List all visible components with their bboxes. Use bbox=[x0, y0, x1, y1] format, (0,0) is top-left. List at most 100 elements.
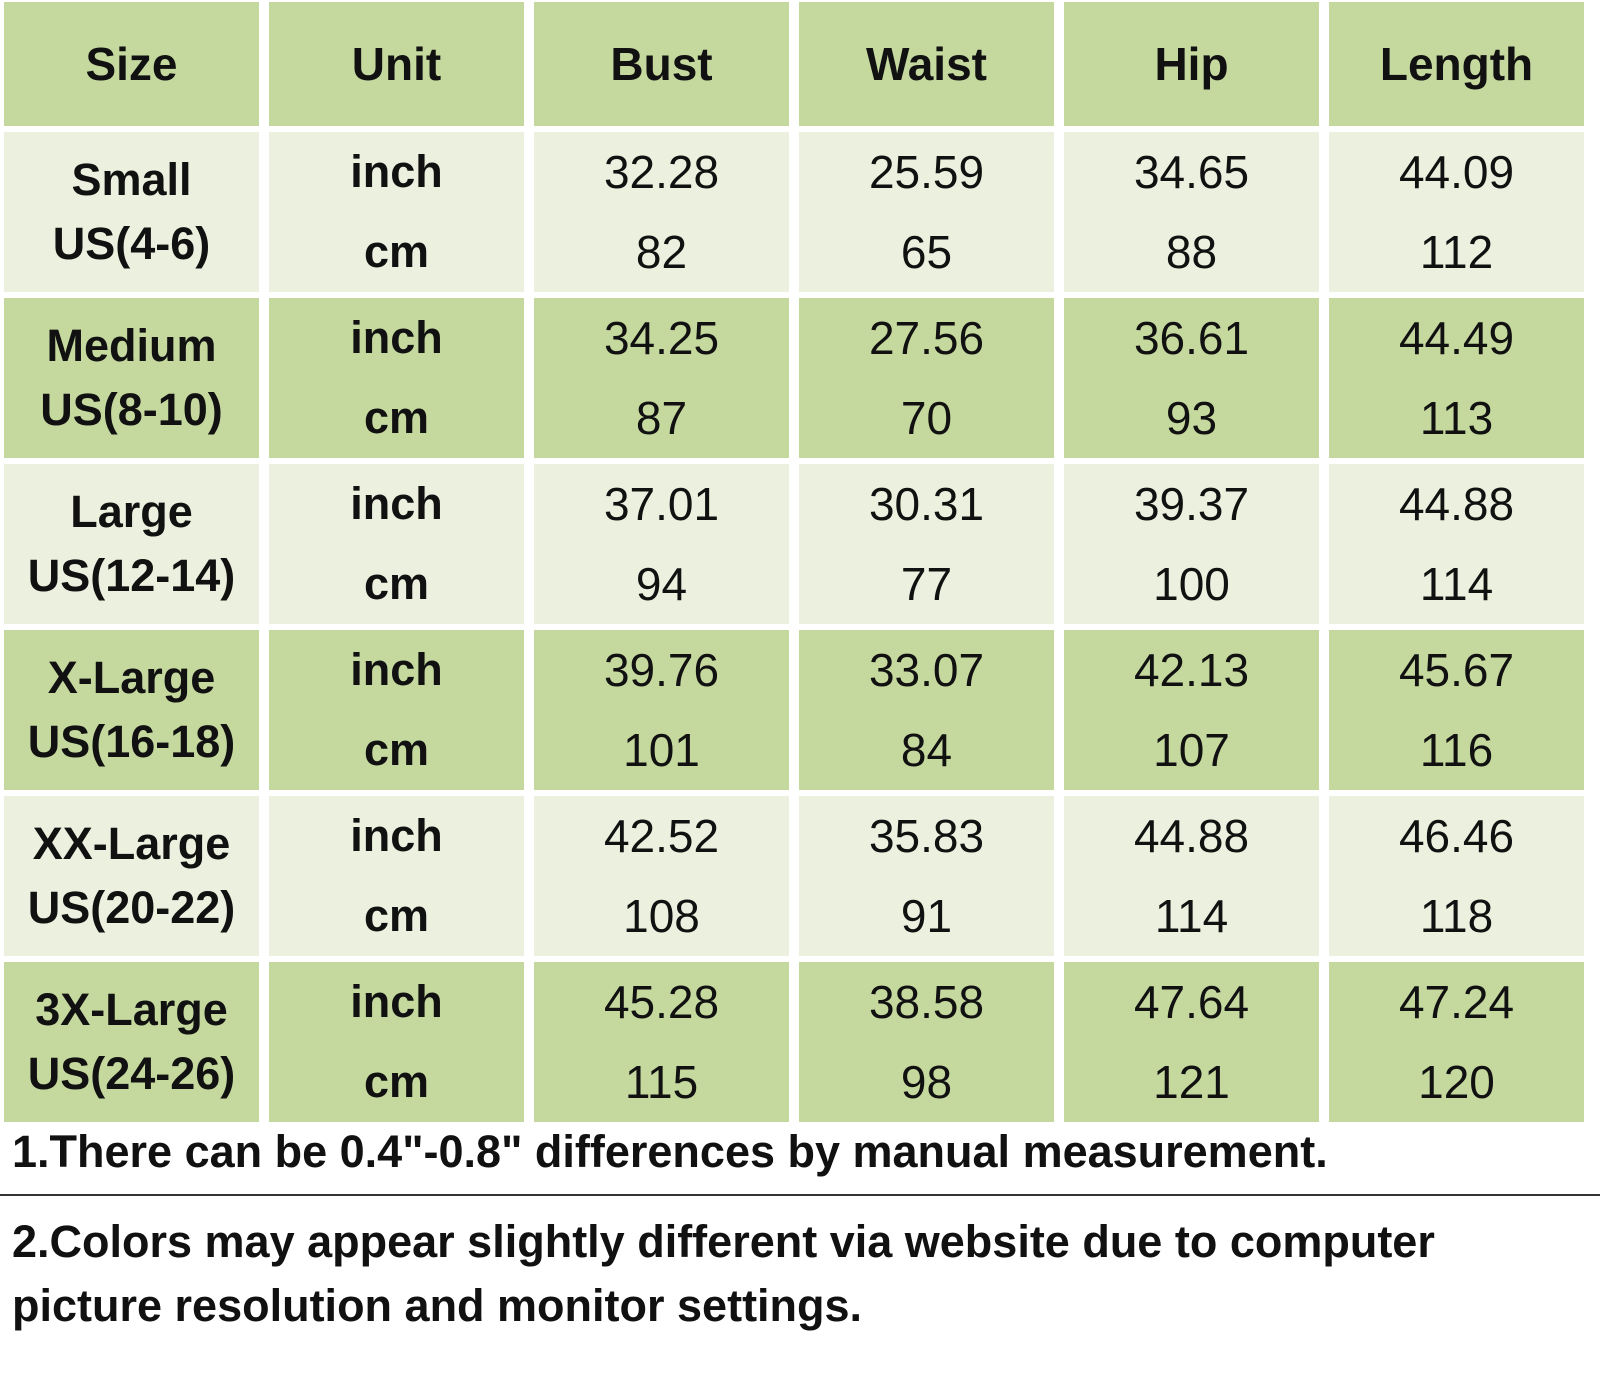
unit-cell: inch cm bbox=[269, 464, 524, 624]
header-unit: Unit bbox=[269, 2, 524, 126]
length-cell: 44.88 114 bbox=[1329, 464, 1584, 624]
bust-cell: 37.01 94 bbox=[534, 464, 789, 624]
waist-inch-value: 27.56 bbox=[868, 312, 985, 364]
waist-cm-value: 91 bbox=[900, 890, 953, 942]
length-inch-value: 44.09 bbox=[1398, 146, 1515, 198]
hip-cm-value: 121 bbox=[1153, 1056, 1230, 1108]
size-chart-table: Size Unit Bust Waist Hip Length Small US… bbox=[4, 2, 1584, 1122]
hip-inch-value: 44.88 bbox=[1133, 810, 1250, 862]
unit-cell: inch cm bbox=[269, 630, 524, 790]
size-cell: Small US(4-6) bbox=[4, 132, 259, 292]
us-size: US(4-6) bbox=[52, 218, 211, 269]
unit-inch: inch bbox=[350, 478, 443, 529]
hip-cell: 47.64 121 bbox=[1064, 962, 1319, 1122]
bust-cm-value: 82 bbox=[635, 226, 688, 278]
note-divider bbox=[0, 1194, 1600, 1196]
unit-cm: cm bbox=[363, 1056, 430, 1107]
unit-inch: inch bbox=[350, 644, 443, 695]
hip-cm-value: 93 bbox=[1165, 392, 1218, 444]
waist-cell: 25.59 65 bbox=[799, 132, 1054, 292]
size-cell: X-Large US(16-18) bbox=[4, 630, 259, 790]
header-bust: Bust bbox=[534, 2, 789, 126]
unit-cell: inch cm bbox=[269, 132, 524, 292]
note-measurement: 1.There can be 0.4"-0.8" differences by … bbox=[12, 1126, 1328, 1177]
hip-cell: 44.88 114 bbox=[1064, 796, 1319, 956]
size-name: XX-Large bbox=[32, 818, 231, 869]
size-cell: Large US(12-14) bbox=[4, 464, 259, 624]
waist-inch-value: 30.31 bbox=[868, 478, 985, 530]
length-cm-value: 118 bbox=[1419, 890, 1494, 942]
unit-cm: cm bbox=[363, 724, 430, 775]
bust-inch-value: 34.25 bbox=[603, 312, 720, 364]
unit-inch: inch bbox=[350, 146, 443, 197]
size-name: Small bbox=[71, 154, 192, 205]
size-cell: XX-Large US(20-22) bbox=[4, 796, 259, 956]
unit-cm: cm bbox=[363, 890, 430, 941]
header-row: Size Unit Bust Waist Hip Length bbox=[4, 2, 1584, 126]
table-row: Medium US(8-10) inch cm 34.25 87 27.56 7… bbox=[4, 298, 1584, 458]
unit-inch: inch bbox=[350, 810, 443, 861]
hip-inch-value: 42.13 bbox=[1133, 644, 1250, 696]
waist-cm-value: 70 bbox=[900, 392, 953, 444]
hip-cell: 42.13 107 bbox=[1064, 630, 1319, 790]
length-inch-value: 44.49 bbox=[1398, 312, 1515, 364]
header-hip: Hip bbox=[1064, 2, 1319, 126]
table-row: XX-Large US(20-22) inch cm 42.52 108 35.… bbox=[4, 796, 1584, 956]
length-inch-value: 45.67 bbox=[1398, 644, 1515, 696]
header-length: Length bbox=[1329, 2, 1584, 126]
hip-cell: 36.61 93 bbox=[1064, 298, 1319, 458]
hip-inch-value: 47.64 bbox=[1133, 976, 1250, 1028]
unit-cell: inch cm bbox=[269, 298, 524, 458]
length-inch-value: 44.88 bbox=[1398, 478, 1515, 530]
hip-inch-value: 39.37 bbox=[1133, 478, 1250, 530]
hip-cell: 34.65 88 bbox=[1064, 132, 1319, 292]
bust-inch-value: 42.52 bbox=[603, 810, 720, 862]
table-row: X-Large US(16-18) inch cm 39.76 101 33.0… bbox=[4, 630, 1584, 790]
us-size: US(16-18) bbox=[27, 716, 236, 767]
waist-cm-value: 77 bbox=[900, 558, 953, 610]
unit-cm: cm bbox=[363, 392, 430, 443]
length-cell: 45.67 116 bbox=[1329, 630, 1584, 790]
hip-inch-value: 34.65 bbox=[1133, 146, 1250, 198]
unit-cell: inch cm bbox=[269, 796, 524, 956]
bust-cm-value: 108 bbox=[623, 890, 700, 942]
unit-inch: inch bbox=[350, 312, 443, 363]
unit-cm: cm bbox=[363, 558, 430, 609]
waist-cell: 27.56 70 bbox=[799, 298, 1054, 458]
hip-cm-value: 114 bbox=[1154, 890, 1229, 942]
length-cell: 44.09 112 bbox=[1329, 132, 1584, 292]
bust-cm-value: 87 bbox=[635, 392, 688, 444]
notes-section: 1.There can be 0.4"-0.8" differences by … bbox=[0, 1110, 1600, 1338]
bust-inch-value: 37.01 bbox=[603, 478, 720, 530]
size-cell: 3X-Large US(24-26) bbox=[4, 962, 259, 1122]
waist-cm-value: 65 bbox=[900, 226, 953, 278]
header-size: Size bbox=[4, 2, 259, 126]
bust-cell: 42.52 108 bbox=[534, 796, 789, 956]
bust-inch-value: 45.28 bbox=[603, 976, 720, 1028]
bust-cell: 39.76 101 bbox=[534, 630, 789, 790]
us-size: US(12-14) bbox=[27, 550, 236, 601]
length-inch-value: 47.24 bbox=[1398, 976, 1515, 1028]
waist-cell: 33.07 84 bbox=[799, 630, 1054, 790]
size-name: Large bbox=[70, 486, 193, 537]
bust-cell: 34.25 87 bbox=[534, 298, 789, 458]
table-row: Small US(4-6) inch cm 32.28 82 25.59 65 … bbox=[4, 132, 1584, 292]
size-name: 3X-Large bbox=[35, 984, 228, 1035]
hip-cm-value: 100 bbox=[1153, 558, 1230, 610]
us-size: US(24-26) bbox=[27, 1048, 236, 1099]
bust-inch-value: 32.28 bbox=[603, 146, 720, 198]
us-size: US(8-10) bbox=[40, 384, 223, 435]
note-colors: 2.Colors may appear slightly different v… bbox=[12, 1216, 1435, 1331]
bust-cm-value: 101 bbox=[623, 724, 700, 776]
length-inch-value: 46.46 bbox=[1398, 810, 1515, 862]
hip-cm-value: 88 bbox=[1165, 226, 1218, 278]
length-cm-value: 116 bbox=[1419, 724, 1494, 776]
bust-cm-value: 115 bbox=[624, 1056, 699, 1108]
length-cell: 47.24 120 bbox=[1329, 962, 1584, 1122]
waist-inch-value: 33.07 bbox=[868, 644, 985, 696]
length-cm-value: 112 bbox=[1419, 226, 1494, 278]
size-name: Medium bbox=[46, 320, 217, 371]
header-waist: Waist bbox=[799, 2, 1054, 126]
length-cell: 44.49 113 bbox=[1329, 298, 1584, 458]
waist-cell: 35.83 91 bbox=[799, 796, 1054, 956]
